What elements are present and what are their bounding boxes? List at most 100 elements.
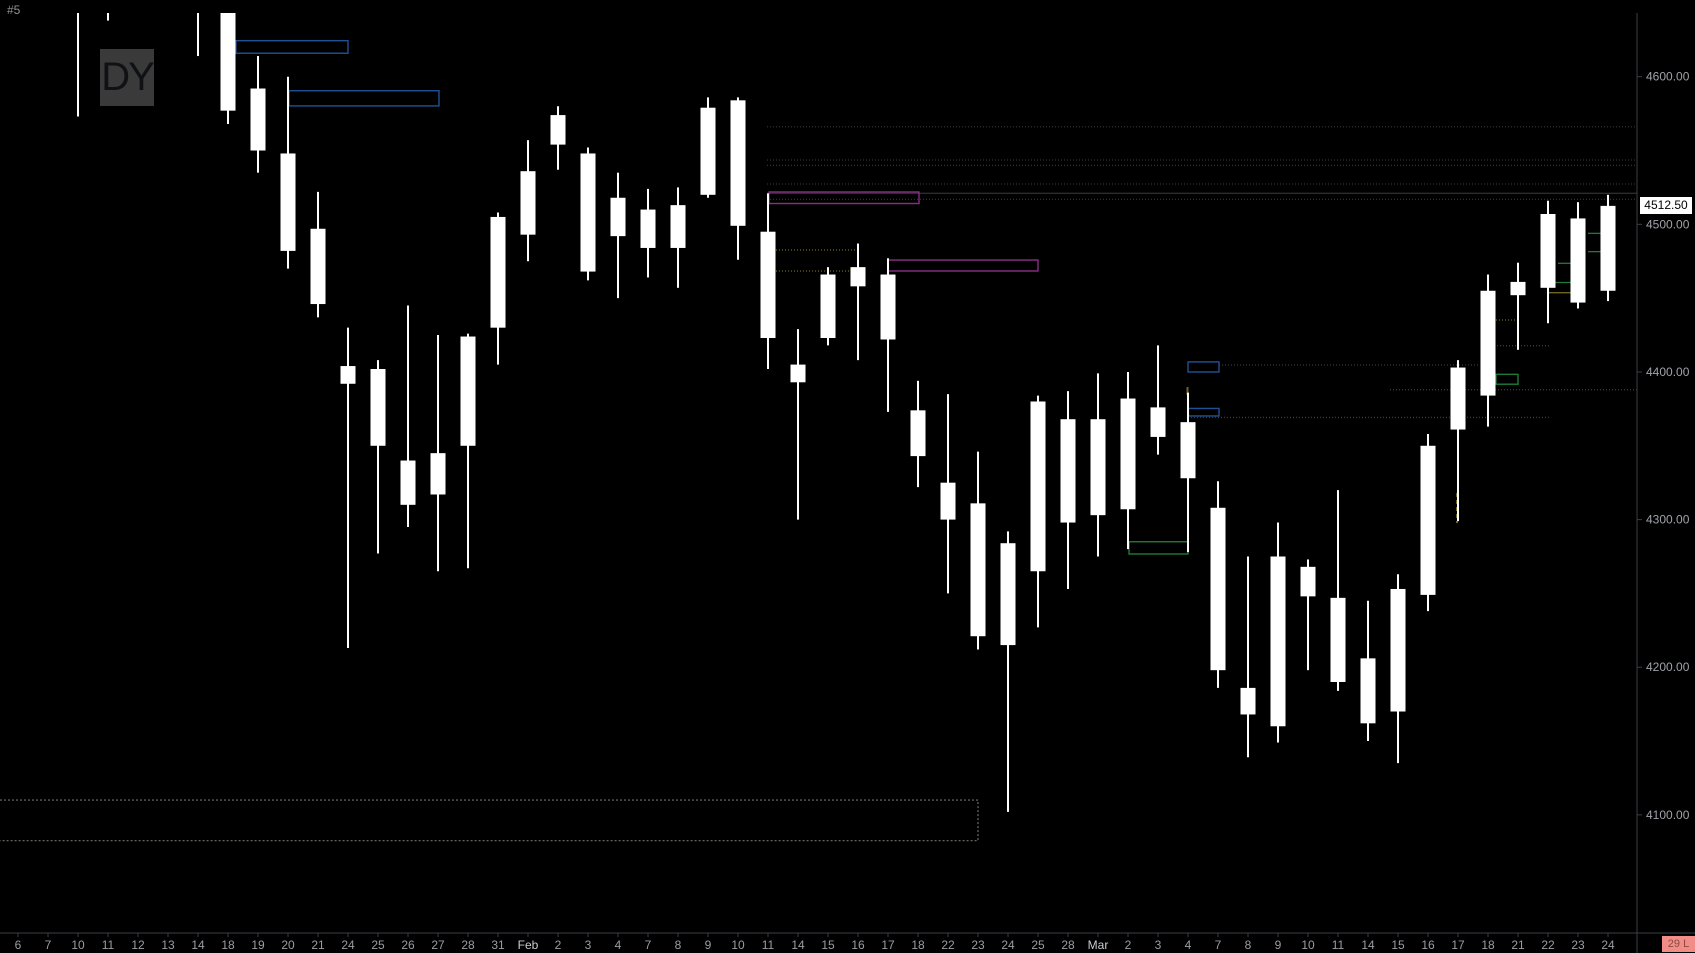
time-tick-label: 25 [371, 938, 385, 952]
time-tick-label: 17 [881, 938, 895, 952]
time-tick-label: 8 [1245, 938, 1252, 952]
candle [910, 380, 926, 488]
time-tick-label: Mar [1088, 938, 1109, 952]
time-tick-label: 26 [401, 938, 415, 952]
candle [610, 172, 626, 299]
time-tick-label: 4 [1185, 938, 1192, 952]
candle [400, 305, 416, 527]
time-tick-label: 25 [1031, 938, 1045, 952]
candle [1540, 200, 1556, 324]
time-tick-label: 3 [585, 938, 592, 952]
time-tick-label: 16 [1421, 938, 1435, 952]
candle [1270, 522, 1286, 743]
time-tick-label: 19 [251, 938, 265, 952]
time-tick-label: 18 [221, 938, 235, 952]
time-tick-label: 31 [491, 938, 505, 952]
time-tick-label: 10 [71, 938, 85, 952]
time-tick-label: 11 [102, 938, 115, 952]
candle [1030, 395, 1046, 628]
candle [77, 13, 79, 117]
chart-pane [0, 13, 1637, 842]
candle [107, 13, 109, 21]
candle [250, 56, 266, 173]
time-tick-label: 21 [311, 938, 325, 952]
time-axis[interactable] [0, 933, 1637, 953]
candle [1060, 391, 1076, 589]
candle [520, 140, 536, 262]
candle [820, 267, 836, 346]
candle [730, 97, 746, 260]
time-tick-label: 6 [15, 938, 22, 952]
time-tick-label: 18 [1481, 938, 1495, 952]
time-tick-label: 4 [615, 938, 622, 952]
time-tick-label: 2 [1125, 938, 1132, 952]
candle [340, 327, 356, 649]
candle [1390, 574, 1406, 764]
candles-layer [77, 13, 1616, 812]
price-tick-label: 4500.00 [1646, 217, 1690, 231]
time-tick-label: 14 [791, 938, 805, 952]
candle [1120, 371, 1136, 550]
candle [1090, 373, 1106, 557]
candle [550, 106, 566, 170]
time-tick-label: 12 [131, 938, 145, 952]
pane-index-label: #5 [7, 3, 21, 17]
green-box-1[interactable] [1128, 541, 1189, 555]
candle [490, 212, 506, 365]
candle [580, 147, 596, 281]
time-tick-label: 28 [461, 938, 475, 952]
time-tick-label: 23 [1571, 938, 1585, 952]
candle [1360, 600, 1376, 742]
candle [220, 13, 236, 124]
blue-box-4[interactable] [1187, 407, 1220, 417]
green-box-2[interactable] [1495, 373, 1519, 385]
time-tick-label: 3 [1155, 938, 1162, 952]
time-tick-label: 7 [1215, 938, 1222, 952]
time-tick-label: 7 [645, 938, 652, 952]
candle [1240, 556, 1256, 758]
candle [1450, 360, 1466, 522]
candle [1150, 345, 1166, 455]
time-tick-label: Feb [518, 938, 539, 952]
time-axis-countdown-badge: 29 L [1662, 936, 1695, 952]
blue-box-3[interactable] [1187, 361, 1220, 373]
candle [1300, 559, 1316, 671]
candle [940, 394, 956, 594]
candle [670, 187, 686, 288]
time-tick-label: 20 [281, 938, 295, 952]
time-tick-label: 22 [1541, 938, 1555, 952]
annotations-layer [0, 39, 1637, 842]
blue-box-2[interactable] [288, 90, 440, 107]
candle [1000, 531, 1016, 812]
blue-box-1[interactable] [235, 39, 349, 54]
time-tick-label: 16 [851, 938, 865, 952]
candle [880, 258, 896, 412]
time-tick-label: 14 [1361, 938, 1375, 952]
candle [970, 451, 986, 650]
dotted-range-box[interactable] [0, 799, 979, 842]
price-tick-label: 4400.00 [1646, 365, 1690, 379]
time-tick-label: 15 [1391, 938, 1405, 952]
candle [370, 360, 386, 554]
time-tick-label: 13 [161, 938, 175, 952]
time-tick-label: 24 [1601, 938, 1615, 952]
candle [760, 193, 776, 370]
time-tick-label: 28 [1061, 938, 1075, 952]
candle [850, 243, 866, 361]
price-axis[interactable] [1637, 13, 1695, 933]
candle [430, 335, 446, 572]
time-tick-label: 17 [1451, 938, 1465, 952]
candle [310, 191, 326, 318]
purple-box-2[interactable] [887, 259, 1039, 272]
last-price-label: 4512.50 [1640, 197, 1692, 214]
time-tick-label: 24 [341, 938, 355, 952]
candle [460, 333, 476, 569]
candle [1210, 481, 1226, 688]
candle [1600, 194, 1616, 302]
time-tick-label: 11 [762, 938, 775, 952]
time-tick-label: 9 [1275, 938, 1282, 952]
symbol-watermark: DY [100, 49, 155, 106]
time-tick-label: 27 [431, 938, 445, 952]
